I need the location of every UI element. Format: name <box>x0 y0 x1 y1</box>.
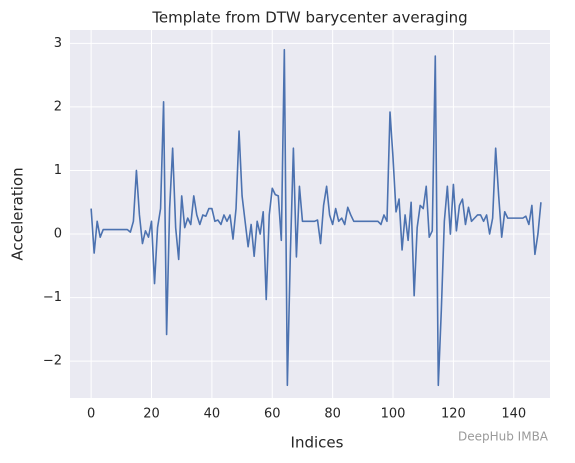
y-tick-label: 2 <box>54 99 62 114</box>
y-axis-label: Acceleration <box>9 167 27 260</box>
x-tick-label: 60 <box>264 407 281 422</box>
y-tick-label: 3 <box>54 36 62 51</box>
plot-background <box>70 30 550 398</box>
x-tick-label: 40 <box>204 407 221 422</box>
data-line <box>90 48 542 387</box>
x-tick-label: 100 <box>381 407 406 422</box>
plot-area <box>70 30 550 398</box>
x-axis-label: Indices <box>291 434 344 452</box>
x-tick-label: 0 <box>87 407 95 422</box>
x-tick-label: 20 <box>143 407 160 422</box>
y-tick-label: −1 <box>43 290 62 305</box>
x-tick-label: 80 <box>324 407 341 422</box>
x-tick-label: 140 <box>501 407 526 422</box>
watermark: DeepHub IMBA <box>458 430 549 444</box>
chart-title: Template from DTW barycenter averaging <box>151 9 467 27</box>
y-tick-label: 1 <box>54 163 62 178</box>
y-tick-label: −2 <box>43 354 62 369</box>
y-tick-label: 0 <box>54 227 62 242</box>
x-tick-label: 120 <box>441 407 466 422</box>
